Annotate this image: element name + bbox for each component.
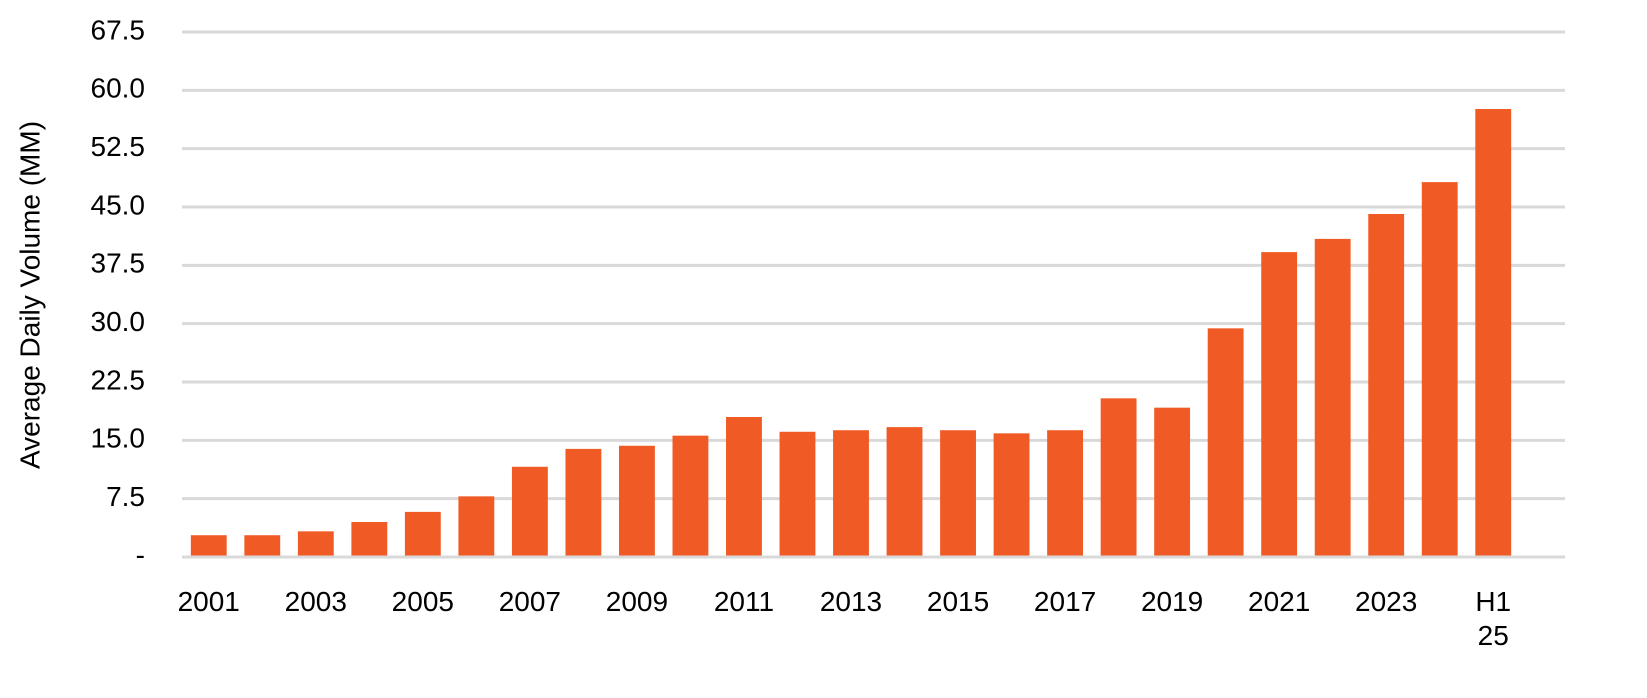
bar — [404, 511, 441, 557]
x-tick-label: 2007 — [498, 586, 562, 617]
y-tick-label: 45.0 — [91, 189, 146, 220]
x-tick-label: 2009 — [605, 586, 669, 617]
bar — [1475, 109, 1512, 557]
bar — [993, 433, 1030, 557]
bar — [244, 535, 281, 557]
x-tick-label: 2017 — [1033, 586, 1097, 617]
y-tick-label: 37.5 — [91, 248, 146, 279]
y-tick-label: 30.0 — [91, 306, 146, 337]
bar — [511, 466, 548, 557]
bar — [618, 445, 655, 557]
x-tick-label: 2015 — [926, 586, 990, 617]
bar — [1100, 398, 1137, 557]
bar — [672, 435, 709, 557]
x-tick-label: 2011 — [713, 586, 775, 617]
y-tick-label: 52.5 — [91, 131, 146, 162]
bar — [1207, 328, 1244, 557]
x-tick-label: 2021 — [1248, 586, 1311, 617]
y-axis-label: Average Daily Volume (MM) — [14, 121, 45, 469]
y-tick-label: 22.5 — [91, 364, 146, 395]
bar — [833, 430, 869, 557]
bar — [1421, 182, 1458, 557]
x-tick-label: 2023 — [1355, 586, 1418, 617]
y-tick-label: 15.0 — [91, 423, 146, 454]
y-tick-label: - — [136, 539, 145, 570]
x-tick-label: 2003 — [284, 586, 347, 617]
x-tick-label: 2001 — [177, 586, 240, 617]
bar — [351, 522, 388, 557]
bar — [458, 496, 495, 557]
bar — [886, 427, 923, 557]
bar — [726, 417, 762, 557]
bar — [190, 535, 227, 557]
bar — [940, 430, 976, 557]
y-tick-label: 60.0 — [91, 73, 146, 104]
x-tick-label: 2019 — [1140, 586, 1204, 617]
bar — [565, 448, 602, 557]
bar — [1261, 252, 1298, 557]
x-tick-label: 2013 — [819, 586, 883, 617]
x-tick-label: 2005 — [391, 586, 454, 617]
bar — [779, 431, 816, 557]
y-tick-label: 7.5 — [106, 481, 145, 512]
y-tick-label: 67.5 — [91, 14, 146, 45]
bar — [1314, 238, 1351, 557]
bar — [1368, 214, 1405, 557]
x-tick-label: H1 25 — [1475, 586, 1512, 651]
bar — [1047, 430, 1084, 557]
bar — [297, 531, 334, 557]
bar — [1154, 407, 1191, 557]
